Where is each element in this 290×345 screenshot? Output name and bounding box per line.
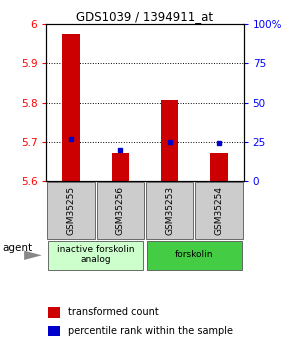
Polygon shape [24, 250, 42, 260]
Text: inactive forskolin
analog: inactive forskolin analog [57, 245, 135, 264]
Text: agent: agent [2, 243, 32, 253]
Bar [161, 100, 178, 181]
Bar [48, 241, 143, 269]
Bar [112, 153, 129, 181]
Text: GSM35254: GSM35254 [214, 186, 224, 235]
Title: GDS1039 / 1394911_at: GDS1039 / 1394911_at [77, 10, 213, 23]
Bar [146, 182, 193, 239]
Bar [48, 326, 60, 336]
Text: transformed count: transformed count [68, 307, 159, 317]
Bar [195, 182, 243, 239]
Bar [210, 153, 228, 181]
Bar [62, 34, 80, 181]
Text: GSM35255: GSM35255 [66, 186, 76, 235]
Bar [147, 241, 242, 269]
Text: percentile rank within the sample: percentile rank within the sample [68, 326, 233, 336]
Bar [47, 182, 95, 239]
Text: GSM35253: GSM35253 [165, 186, 174, 235]
Text: forskolin: forskolin [175, 250, 213, 259]
Text: GSM35256: GSM35256 [116, 186, 125, 235]
Bar [48, 307, 60, 317]
Bar [97, 182, 144, 239]
